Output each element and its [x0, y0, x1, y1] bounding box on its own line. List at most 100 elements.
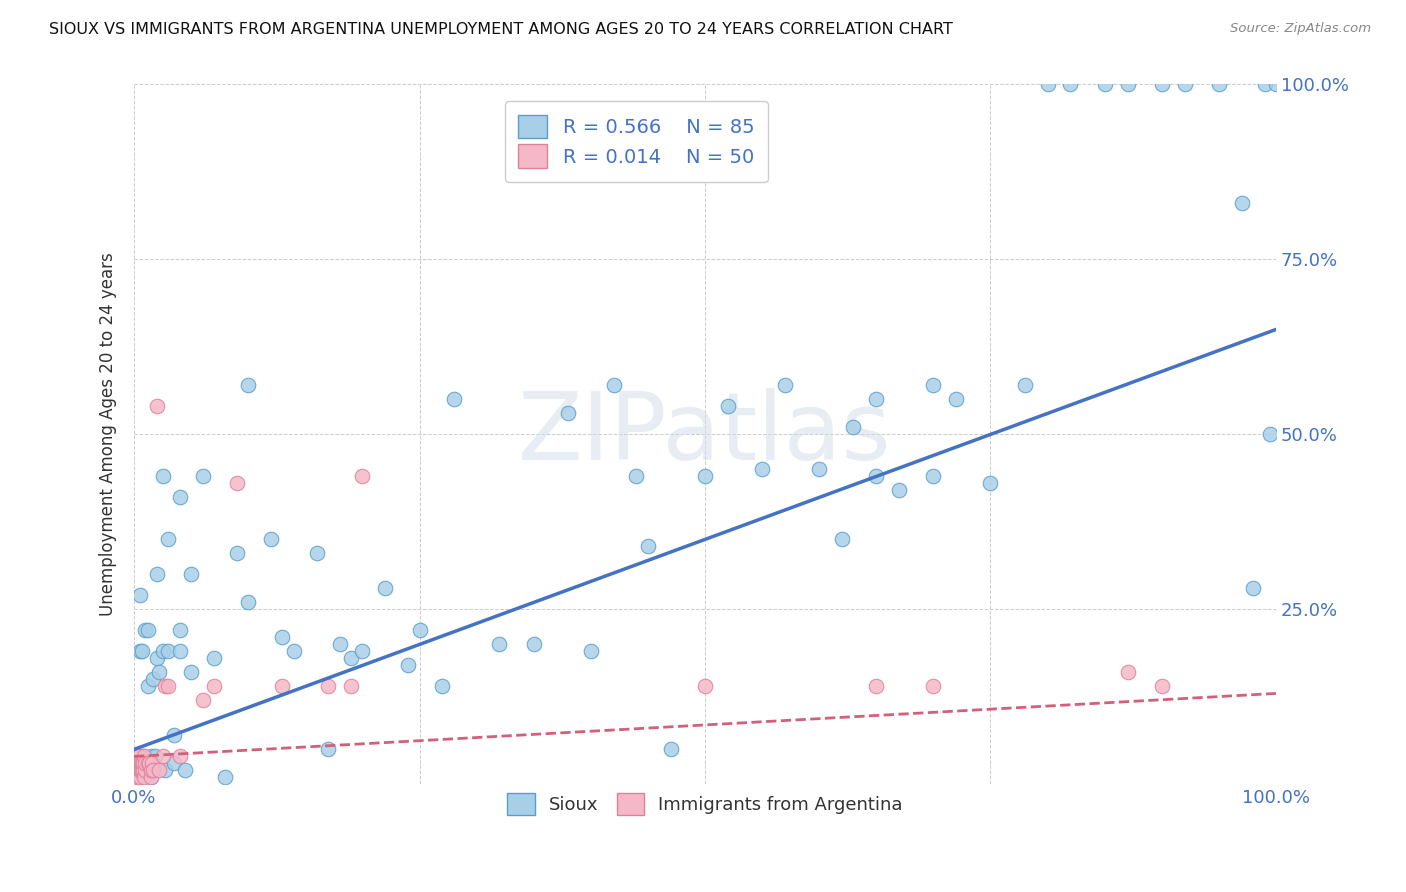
Point [751, 462, 773, 476]
Point [136, 680, 159, 694]
Point [1230, 196, 1253, 211]
Point [138, 756, 160, 771]
Point [134, 756, 156, 771]
Point [352, 644, 374, 658]
Point [1014, 378, 1036, 392]
Point [146, 400, 169, 414]
Point [129, 764, 152, 778]
Point [329, 637, 352, 651]
Point [153, 680, 176, 694]
Point [1265, 78, 1288, 92]
Point [865, 392, 887, 407]
Point [142, 764, 165, 778]
Y-axis label: Unemployment Among Ages 20 to 24 years: Unemployment Among Ages 20 to 24 years [100, 252, 117, 616]
Point [127, 756, 149, 771]
Point [169, 644, 191, 658]
Point [139, 764, 162, 778]
Point [152, 644, 174, 658]
Point [138, 756, 160, 771]
Point [128, 756, 150, 771]
Point [146, 567, 169, 582]
Point [887, 483, 910, 498]
Point [148, 764, 170, 778]
Point [979, 476, 1001, 491]
Point [579, 644, 602, 658]
Point [128, 644, 150, 658]
Point [1036, 78, 1059, 92]
Point [225, 546, 247, 560]
Point [148, 665, 170, 680]
Point [432, 680, 454, 694]
Point [128, 749, 150, 764]
Point [191, 693, 214, 707]
Point [1150, 78, 1173, 92]
Point [141, 771, 163, 785]
Point [127, 771, 149, 785]
Point [128, 764, 150, 778]
Point [128, 589, 150, 603]
Point [214, 771, 236, 785]
Point [808, 462, 831, 476]
Point [128, 764, 150, 778]
Point [152, 749, 174, 764]
Point [865, 469, 887, 483]
Point [157, 533, 180, 547]
Point [163, 756, 186, 771]
Point [169, 624, 191, 638]
Point [693, 680, 716, 694]
Point [136, 756, 159, 771]
Point [134, 624, 156, 638]
Point [945, 392, 967, 407]
Text: Source: ZipAtlas.com: Source: ZipAtlas.com [1230, 22, 1371, 36]
Point [340, 651, 363, 665]
Point [238, 378, 260, 392]
Point [134, 771, 156, 785]
Point [125, 756, 148, 771]
Point [488, 637, 510, 651]
Point [1208, 78, 1230, 92]
Point [316, 742, 339, 756]
Text: SIOUX VS IMMIGRANTS FROM ARGENTINA UNEMPLOYMENT AMONG AGES 20 TO 24 YEARS CORREL: SIOUX VS IMMIGRANTS FROM ARGENTINA UNEMP… [49, 22, 953, 37]
Point [131, 756, 153, 771]
Point [163, 728, 186, 742]
Point [340, 680, 363, 694]
Point [602, 378, 624, 392]
Point [141, 764, 163, 778]
Point [180, 567, 202, 582]
Point [305, 546, 328, 560]
Point [191, 469, 214, 483]
Point [922, 469, 945, 483]
Point [260, 533, 283, 547]
Point [141, 749, 163, 764]
Point [831, 533, 853, 547]
Point [152, 469, 174, 483]
Point [141, 771, 163, 785]
Point [153, 764, 176, 778]
Point [374, 582, 396, 596]
Point [134, 749, 156, 764]
Point [127, 764, 149, 778]
Point [132, 764, 155, 778]
Point [637, 540, 659, 554]
Point [131, 644, 153, 658]
Point [557, 406, 579, 420]
Point [180, 665, 202, 680]
Point [124, 756, 146, 771]
Point [1258, 427, 1281, 442]
Point [773, 378, 796, 392]
Point [1094, 78, 1116, 92]
Point [865, 680, 887, 694]
Point [922, 378, 945, 392]
Point [128, 764, 150, 778]
Point [129, 756, 152, 771]
Point [132, 749, 155, 764]
Point [659, 742, 682, 756]
Point [717, 400, 740, 414]
Point [316, 680, 339, 694]
Point [352, 469, 374, 483]
Point [1241, 582, 1264, 596]
Point [283, 644, 305, 658]
Point [396, 658, 419, 673]
Point [842, 420, 865, 434]
Point [157, 680, 180, 694]
